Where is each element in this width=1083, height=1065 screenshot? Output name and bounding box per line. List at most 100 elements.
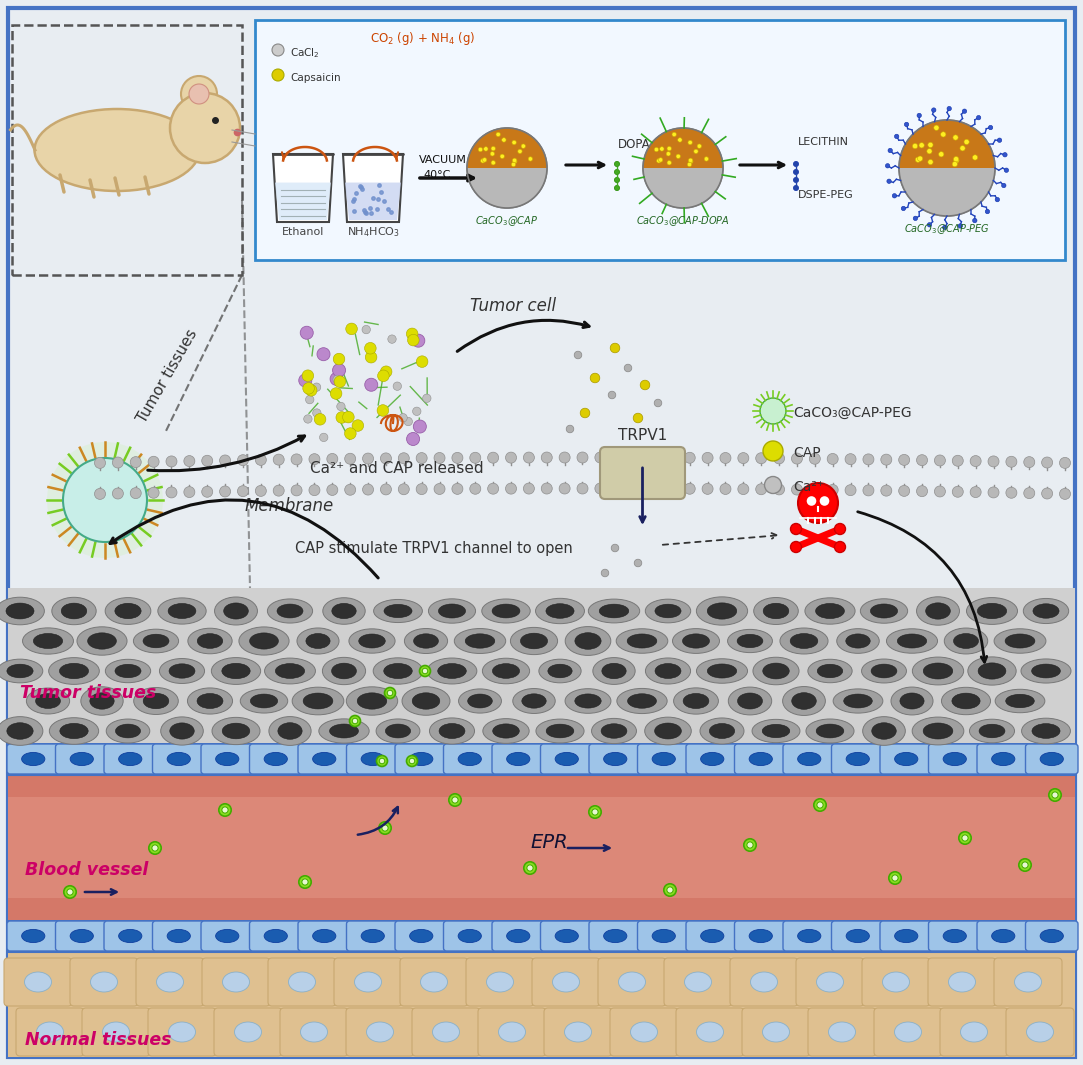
- FancyBboxPatch shape: [444, 744, 496, 774]
- Circle shape: [404, 417, 413, 426]
- Circle shape: [448, 793, 461, 806]
- FancyBboxPatch shape: [1026, 921, 1078, 951]
- Circle shape: [684, 484, 695, 494]
- Ellipse shape: [214, 597, 258, 625]
- Circle shape: [352, 718, 357, 724]
- FancyBboxPatch shape: [148, 1007, 216, 1056]
- Circle shape: [702, 453, 713, 463]
- Circle shape: [222, 807, 229, 813]
- Ellipse shape: [943, 752, 966, 766]
- Ellipse shape: [556, 752, 578, 766]
- Ellipse shape: [91, 972, 117, 992]
- Ellipse shape: [482, 599, 531, 623]
- Ellipse shape: [438, 663, 467, 678]
- Ellipse shape: [895, 752, 918, 766]
- Ellipse shape: [749, 752, 772, 766]
- Text: CAP: CAP: [793, 446, 821, 460]
- Circle shape: [915, 157, 921, 162]
- FancyBboxPatch shape: [201, 744, 253, 774]
- Ellipse shape: [305, 634, 330, 649]
- Circle shape: [765, 476, 782, 493]
- Circle shape: [365, 378, 378, 391]
- Ellipse shape: [22, 930, 44, 943]
- Ellipse shape: [618, 972, 645, 992]
- Circle shape: [952, 455, 963, 466]
- Circle shape: [332, 375, 341, 383]
- Ellipse shape: [992, 930, 1015, 943]
- Ellipse shape: [891, 687, 934, 715]
- Circle shape: [952, 487, 963, 497]
- Ellipse shape: [844, 694, 872, 708]
- Ellipse shape: [591, 719, 637, 743]
- Circle shape: [827, 454, 838, 464]
- Ellipse shape: [357, 693, 387, 709]
- Circle shape: [1023, 457, 1034, 468]
- Circle shape: [130, 488, 141, 498]
- Circle shape: [344, 454, 355, 464]
- Ellipse shape: [483, 719, 530, 743]
- Circle shape: [148, 456, 159, 468]
- Ellipse shape: [780, 628, 828, 654]
- Circle shape: [256, 455, 266, 465]
- Circle shape: [470, 453, 481, 463]
- Circle shape: [760, 398, 786, 424]
- Circle shape: [384, 688, 395, 699]
- FancyBboxPatch shape: [136, 958, 204, 1006]
- Circle shape: [365, 343, 376, 354]
- Bar: [8, 952, 1075, 1056]
- Ellipse shape: [115, 665, 141, 677]
- Ellipse shape: [37, 1022, 64, 1042]
- Ellipse shape: [159, 658, 205, 684]
- Ellipse shape: [50, 718, 99, 744]
- Circle shape: [610, 343, 619, 353]
- Ellipse shape: [806, 719, 854, 743]
- Circle shape: [363, 453, 374, 464]
- Ellipse shape: [268, 599, 313, 623]
- Ellipse shape: [331, 663, 356, 678]
- Ellipse shape: [630, 1022, 657, 1042]
- Ellipse shape: [458, 752, 481, 766]
- Circle shape: [1023, 488, 1034, 498]
- Bar: [8, 775, 1075, 920]
- Ellipse shape: [169, 1022, 196, 1042]
- Ellipse shape: [953, 634, 979, 649]
- Circle shape: [954, 158, 960, 163]
- FancyBboxPatch shape: [345, 1007, 414, 1056]
- Ellipse shape: [912, 657, 964, 685]
- Circle shape: [913, 144, 917, 149]
- Ellipse shape: [318, 719, 369, 743]
- Text: CaCO₃@CAP-PEG: CaCO₃@CAP-PEG: [793, 406, 912, 420]
- Ellipse shape: [833, 689, 883, 714]
- Circle shape: [491, 161, 495, 165]
- Circle shape: [942, 225, 947, 230]
- FancyBboxPatch shape: [928, 744, 981, 774]
- Circle shape: [809, 454, 820, 464]
- Ellipse shape: [792, 692, 817, 709]
- FancyBboxPatch shape: [55, 744, 108, 774]
- Circle shape: [595, 452, 605, 463]
- Circle shape: [794, 185, 798, 191]
- Circle shape: [989, 126, 993, 130]
- FancyBboxPatch shape: [808, 1007, 876, 1056]
- Circle shape: [1048, 789, 1061, 801]
- FancyBboxPatch shape: [298, 744, 351, 774]
- Ellipse shape: [35, 109, 199, 191]
- Circle shape: [997, 138, 1002, 143]
- Polygon shape: [899, 168, 995, 216]
- FancyBboxPatch shape: [686, 744, 739, 774]
- Circle shape: [388, 334, 396, 343]
- Circle shape: [452, 484, 462, 494]
- Ellipse shape: [1040, 930, 1064, 943]
- Ellipse shape: [6, 723, 34, 739]
- Circle shape: [958, 224, 963, 228]
- Text: TRPV1: TRPV1: [618, 428, 667, 443]
- Circle shape: [256, 486, 266, 496]
- Circle shape: [643, 128, 723, 208]
- Ellipse shape: [684, 972, 712, 992]
- Circle shape: [542, 484, 552, 494]
- Ellipse shape: [264, 930, 287, 943]
- Ellipse shape: [943, 930, 966, 943]
- Ellipse shape: [696, 596, 747, 625]
- Circle shape: [649, 453, 660, 463]
- FancyBboxPatch shape: [664, 958, 732, 1006]
